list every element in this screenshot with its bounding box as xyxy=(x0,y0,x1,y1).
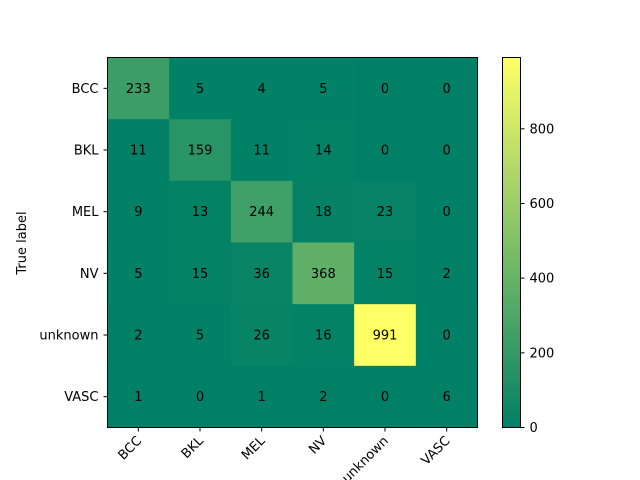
heatmap-cell xyxy=(230,304,293,367)
plot-frame xyxy=(107,57,478,428)
heatmap-cell xyxy=(169,119,232,182)
y-tick-label: unknown xyxy=(39,329,98,344)
cell-value-label: 1 xyxy=(258,390,266,405)
cell-value-label: 23 xyxy=(377,205,394,220)
cell-value-label: 5 xyxy=(319,82,327,97)
heatmap-cell xyxy=(354,180,417,243)
cell-value-label: 0 xyxy=(381,82,389,97)
y-tick-label: VASC xyxy=(64,390,98,405)
heatmap-cell xyxy=(354,242,417,305)
heatmap-cell xyxy=(107,365,170,428)
x-tick-label: unknown xyxy=(339,434,391,480)
cell-value-label: 13 xyxy=(192,205,209,220)
heatmap-cell xyxy=(415,119,478,182)
cell-value-label: 991 xyxy=(373,329,398,344)
cell-value-label: 244 xyxy=(249,205,274,220)
x-tick-label: BKL xyxy=(179,433,208,462)
cell-value-label: 2 xyxy=(319,390,327,405)
heatmap-cell xyxy=(292,365,355,428)
heatmap-cell xyxy=(230,242,293,305)
heatmap-cell xyxy=(354,119,417,182)
cell-value-label: 0 xyxy=(381,390,389,405)
heatmap-cell xyxy=(415,180,478,243)
cell-value-label: 15 xyxy=(192,267,209,282)
heatmap-cell xyxy=(107,119,170,182)
x-axis-ticks: BCC BKL MEL NV unknown VASC xyxy=(116,427,454,480)
heatmap-cell xyxy=(292,242,355,305)
colorbar-tick-label: 400 xyxy=(530,272,555,287)
heatmap-cell xyxy=(354,57,417,120)
heatmap-cell xyxy=(354,365,417,428)
y-axis-ticks: BCC BKL MEL NV unknown VASC xyxy=(39,82,108,405)
heatmap-cell xyxy=(107,57,170,120)
cell-value-label: 233 xyxy=(126,82,151,97)
heatmap-cell xyxy=(169,242,232,305)
cell-value-label: 11 xyxy=(130,144,147,159)
cell-value-label: 2 xyxy=(443,267,451,282)
cell-value-label: 14 xyxy=(315,144,332,159)
x-tick-label: NV xyxy=(306,434,330,458)
heatmap-cell xyxy=(169,304,232,367)
heatmap-cell xyxy=(169,180,232,243)
cell-value-label: 16 xyxy=(315,329,332,344)
cell-value-label: 6 xyxy=(443,390,451,405)
x-tick-label: MEL xyxy=(239,433,269,463)
heatmap-cell xyxy=(230,180,293,243)
heatmap-cell xyxy=(292,180,355,243)
heatmap-cell xyxy=(354,304,417,367)
cell-value-label: 1 xyxy=(134,390,142,405)
heatmap-cells xyxy=(107,57,478,428)
heatmap-cell xyxy=(292,57,355,120)
cell-value-label: 36 xyxy=(253,267,270,282)
y-tick-label: MEL xyxy=(72,205,99,220)
cell-value-label: 4 xyxy=(258,82,266,97)
y-tick-label: BKL xyxy=(74,144,99,159)
cell-value-label: 15 xyxy=(377,267,394,282)
cell-value-label: 5 xyxy=(134,267,142,282)
heatmap-cell xyxy=(415,365,478,428)
heatmap-cell xyxy=(169,57,232,120)
x-tick-label: VASC xyxy=(419,434,454,469)
heatmap-cell xyxy=(415,304,478,367)
cell-value-label: 11 xyxy=(253,144,270,159)
cell-value-label: 0 xyxy=(196,390,204,405)
cell-value-label: 5 xyxy=(196,82,204,97)
y-tick-label: NV xyxy=(80,267,99,282)
y-tick-label: BCC xyxy=(72,82,99,97)
heatmap-cell xyxy=(292,119,355,182)
colorbar-ticks: 0 200 400 600 800 xyxy=(520,122,555,436)
cell-value-label: 26 xyxy=(253,329,270,344)
cell-value-label: 0 xyxy=(381,144,389,159)
heatmap-cell xyxy=(169,365,232,428)
heatmap-cell xyxy=(415,57,478,120)
heatmap-cell xyxy=(415,242,478,305)
cell-value-label: 0 xyxy=(443,329,451,344)
cell-value-label: 0 xyxy=(443,144,451,159)
cell-value-label: 2 xyxy=(134,329,142,344)
cell-value-label: 9 xyxy=(134,205,142,220)
colorbar-tick-label: 800 xyxy=(530,122,555,137)
cell-value-label: 0 xyxy=(443,205,451,220)
colorbar-tick-label: 600 xyxy=(530,197,555,212)
heatmap-cell xyxy=(230,365,293,428)
heatmap-cell xyxy=(107,180,170,243)
colorbar-tick-label: 200 xyxy=(530,346,555,361)
heatmap-cell xyxy=(230,119,293,182)
heatmap-cell xyxy=(107,242,170,305)
cell-value-labels: 233 5 4 5 0 011 159 11 14 0 09 13 244 18 23 05 15 36 368 15… xyxy=(126,82,451,405)
cell-value-label: 5 xyxy=(196,329,204,344)
heatmap-cell xyxy=(292,304,355,367)
cell-value-label: 0 xyxy=(443,82,451,97)
colorbar xyxy=(502,57,521,428)
x-tick-label: BCC xyxy=(116,434,146,464)
heatmap-cell xyxy=(230,57,293,120)
heatmap-cell xyxy=(107,304,170,367)
cell-value-label: 159 xyxy=(188,144,213,159)
y-axis-label: True label xyxy=(15,211,30,275)
cell-value-label: 18 xyxy=(315,205,332,220)
cell-value-label: 368 xyxy=(311,267,336,282)
colorbar-tick-label: 0 xyxy=(530,421,538,436)
